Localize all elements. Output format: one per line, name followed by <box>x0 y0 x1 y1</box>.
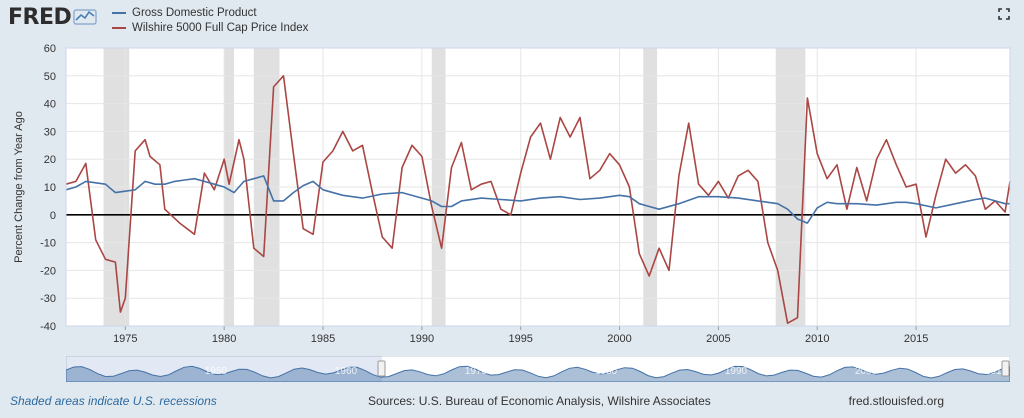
series-line-wilshire <box>65 74 1011 325</box>
legend-label-wilshire: Wilshire 5000 Full Cap Price Index <box>132 21 309 34</box>
legend-swatch-gdp <box>112 11 126 14</box>
x-tick-label: 1980 <box>212 333 236 345</box>
x-tick-label: 2000 <box>607 333 631 345</box>
x-tick-label: 1995 <box>508 333 532 345</box>
y-tick-label: 10 <box>44 182 56 194</box>
chart-squiggle-icon <box>73 9 97 25</box>
navigator-series-area <box>66 365 1010 382</box>
navigator-year-label: 2000 <box>855 366 878 377</box>
legend-item-gdp[interactable]: Gross Domestic Product <box>112 5 308 20</box>
x-tick-label: 2015 <box>904 333 928 345</box>
y-tick-label: -40 <box>40 321 56 333</box>
y-tick-label: -30 <box>40 293 56 305</box>
navigator-year-label: 1960 <box>335 366 358 377</box>
navigator-year-label: 1990 <box>725 366 748 377</box>
y-tick-label: -10 <box>40 238 56 250</box>
x-tick-label: 1985 <box>311 333 335 345</box>
y-tick-label: 40 <box>44 99 56 111</box>
recession-note[interactable]: Shaded areas indicate U.S. recessions <box>10 394 217 408</box>
legend-label-gdp: Gross Domestic Product <box>132 6 257 19</box>
y-tick-label: 30 <box>44 126 56 138</box>
y-tick-label: -20 <box>40 265 56 277</box>
navigator-year-label: 1980 <box>595 366 618 377</box>
y-tick-label: 0 <box>50 210 56 222</box>
legend-item-wilshire[interactable]: Wilshire 5000 Full Cap Price Index <box>112 20 308 35</box>
plot-border <box>65 47 1011 327</box>
logo-text: FRED <box>8 4 72 30</box>
y-tick-label: 60 <box>44 43 56 55</box>
x-tick-label: 1975 <box>113 333 137 345</box>
fullscreen-icon[interactable] <box>998 8 1010 20</box>
x-tick-label: 2010 <box>805 333 829 345</box>
fred-logo[interactable]: FRED <box>8 4 97 30</box>
navigator-year-label: 1950 <box>205 366 228 377</box>
legend: Gross Domestic Product Wilshire 5000 Ful… <box>112 5 308 35</box>
navigator-year-label: 1970 <box>465 366 488 377</box>
series-line-gdp <box>65 175 1010 224</box>
x-tick-label: 1990 <box>410 333 434 345</box>
navigator-handle-right[interactable] <box>1001 360 1010 377</box>
legend-swatch-wilshire <box>112 26 126 29</box>
source-text: Sources: U.S. Bureau of Economic Analysi… <box>368 394 711 408</box>
navigator-handle-left[interactable] <box>377 360 386 377</box>
range-navigator[interactable]: 1950 1960 1970 1980 1990 2000 2010 <box>66 356 1010 382</box>
line-chart: -40 -30 -20 -10 0 10 20 30 40 50 60 1975 1980 1985 199… <box>13 43 1011 345</box>
header: FRED Gross Domestic Product Wilshire 500… <box>0 0 1024 38</box>
navigator-outside-range <box>66 356 382 382</box>
site-link[interactable]: fred.stlouisfed.org <box>848 394 944 408</box>
y-tick-label: 50 <box>44 71 56 83</box>
x-tick-label: 2005 <box>706 333 730 345</box>
y-tick-label: 20 <box>44 154 56 166</box>
y-axis-label: Percent Change from Year Ago <box>13 111 25 263</box>
footer: Shaded areas indicate U.S. recessions So… <box>0 390 1024 412</box>
navigator-year-label: 2010 <box>985 366 1008 377</box>
navigator-track <box>66 356 1010 382</box>
